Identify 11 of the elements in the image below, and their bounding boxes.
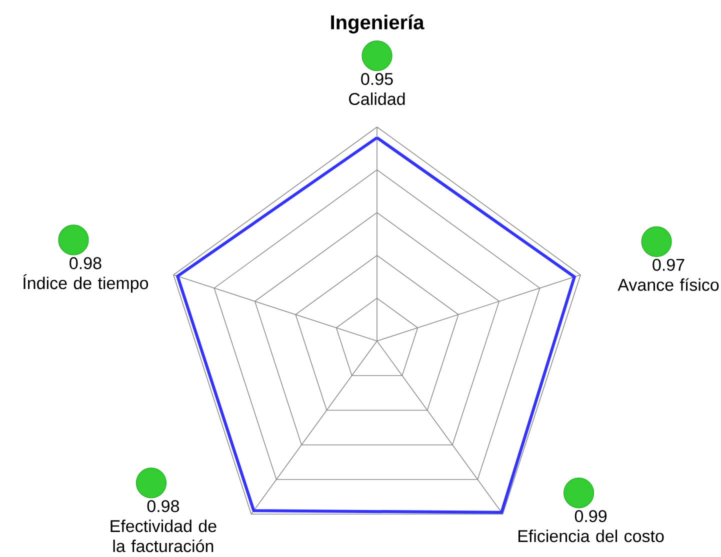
text: 0.98 — [70, 257, 102, 270]
text: 0.99 — [574, 510, 607, 522]
chart-title: Ingeniería — [331, 14, 424, 34]
spoke-label: Eficiencia del costo — [518, 530, 664, 542]
text: 0.97 — [652, 258, 684, 271]
spoke-label: Efectividad de la facturación — [110, 520, 216, 552]
text: 0.98 — [147, 500, 180, 512]
spoke-label: Índice de tiempo — [23, 274, 148, 293]
spoke-label: Avance físico — [618, 278, 719, 291]
spoke-label: Calidad — [349, 92, 405, 106]
text: 0.95 — [361, 72, 393, 86]
